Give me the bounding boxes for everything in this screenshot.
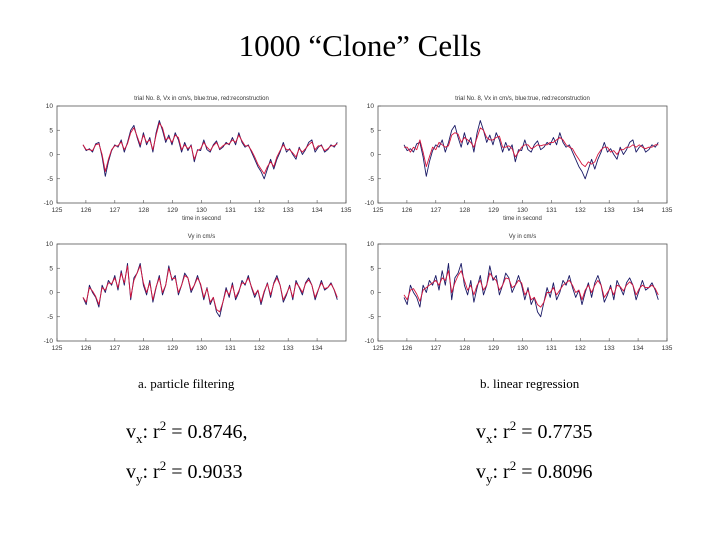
y-tick-label: 10 (367, 241, 375, 248)
y-tick-label: -10 (44, 200, 54, 207)
x-tick-label: 128 (138, 207, 149, 214)
caption-particle-filtering: a. particle filtering (138, 376, 235, 391)
caption-linear-regression: b. linear regression (480, 376, 580, 391)
x-tick-label: 125 (52, 345, 63, 352)
y-tick-label: -5 (368, 176, 374, 183)
x-tick-label: 129 (167, 345, 178, 352)
plot-title: trial No. 8, Vx in cm/s, blue:true, red:… (134, 96, 269, 102)
stat-left-vy: vy: r2 = 0.9033 (126, 458, 243, 486)
x-axis-label: time in second (503, 216, 542, 222)
x-tick-label: 133 (283, 345, 294, 352)
y-tick-label: -5 (368, 314, 374, 321)
stat-left-vx: vx: r2 = 0.8746, (126, 418, 248, 446)
x-tick-label: 131 (225, 207, 236, 214)
x-tick-label: 134 (312, 345, 323, 352)
y-tick-label: -5 (47, 176, 53, 183)
x-tick-label: 130 (517, 207, 528, 214)
x-tick-label: 127 (430, 207, 441, 214)
x-tick-label: 128 (459, 345, 470, 352)
x-tick-label: 126 (80, 207, 91, 214)
x-tick-label: 132 (575, 345, 586, 352)
plot-title: trial No. 8, Vx in cm/s, blue:true, red:… (455, 96, 590, 102)
y-tick-label: -10 (44, 338, 54, 345)
x-tick-label: 127 (430, 345, 441, 352)
x-tick-label: 133 (283, 207, 294, 214)
plot-title: Vy in cm/s (188, 234, 215, 240)
x-tick-label: 135 (341, 207, 352, 214)
plot-title: Vy in cm/s (509, 234, 536, 240)
series-line-true (82, 120, 338, 180)
x-tick-label: 130 (196, 207, 207, 214)
x-tick-label: 133 (604, 207, 615, 214)
x-tick-label: 134 (633, 345, 644, 352)
series-line-reconstruction (404, 127, 659, 168)
x-tick-label: 126 (401, 207, 412, 214)
x-tick-label: 131 (225, 345, 236, 352)
x-tick-label: 125 (373, 207, 384, 214)
y-tick-label: -10 (365, 338, 375, 345)
x-tick-label: 132 (254, 345, 265, 352)
x-tick-label: 129 (167, 207, 178, 214)
x-tick-label: 127 (109, 207, 120, 214)
x-tick-label: 126 (401, 345, 412, 352)
y-tick-label: 0 (370, 290, 374, 297)
x-tick-label: 130 (196, 345, 207, 352)
plot-vx-particle-filtering: trial No. 8, Vx in cm/s, blue:true, red:… (44, 96, 352, 222)
stat-right-vx: vx: r2 = 0.7735 (476, 418, 593, 446)
y-tick-label: -5 (47, 314, 53, 321)
y-tick-label: 5 (49, 265, 53, 272)
x-tick-label: 130 (517, 345, 528, 352)
plot-vx-linear-regression: trial No. 8, Vx in cm/s, blue:true, red:… (365, 96, 673, 222)
x-tick-label: 126 (80, 345, 91, 352)
y-tick-label: -10 (365, 200, 375, 207)
y-tick-label: 10 (367, 103, 375, 110)
x-tick-label: 131 (546, 207, 557, 214)
y-tick-label: 10 (46, 103, 54, 110)
y-tick-label: 0 (49, 290, 53, 297)
y-tick-label: 5 (370, 265, 374, 272)
x-tick-label: 125 (52, 207, 63, 214)
slide-title: 1000 “Clone” Cells (238, 28, 482, 63)
x-tick-label: 135 (662, 345, 673, 352)
x-tick-label: 128 (138, 345, 149, 352)
x-tick-label: 131 (546, 345, 557, 352)
x-tick-label: 125 (373, 345, 384, 352)
series-line-true (403, 120, 659, 180)
x-tick-label: 132 (575, 207, 586, 214)
y-tick-label: 5 (370, 127, 374, 134)
x-tick-label: 134 (312, 207, 323, 214)
x-tick-label: 132 (254, 207, 265, 214)
x-tick-label: 133 (604, 345, 615, 352)
y-tick-label: 0 (370, 152, 374, 159)
x-tick-label: 135 (662, 207, 673, 214)
series-line-reconstruction (82, 265, 338, 313)
series-line-reconstruction (82, 122, 338, 175)
y-tick-label: 0 (49, 152, 53, 159)
series-line-reconstruction (403, 270, 659, 308)
x-tick-label: 128 (459, 207, 470, 214)
x-tick-label: 129 (488, 207, 499, 214)
y-tick-label: 10 (46, 241, 54, 248)
x-tick-label: 127 (109, 345, 120, 352)
stat-right-vy: vy: r2 = 0.8096 (476, 458, 593, 486)
x-axis-label: time in second (182, 216, 221, 222)
y-tick-label: 5 (49, 127, 53, 134)
plot-frame (56, 105, 347, 204)
x-tick-label: 134 (633, 207, 644, 214)
x-tick-label: 129 (488, 345, 499, 352)
